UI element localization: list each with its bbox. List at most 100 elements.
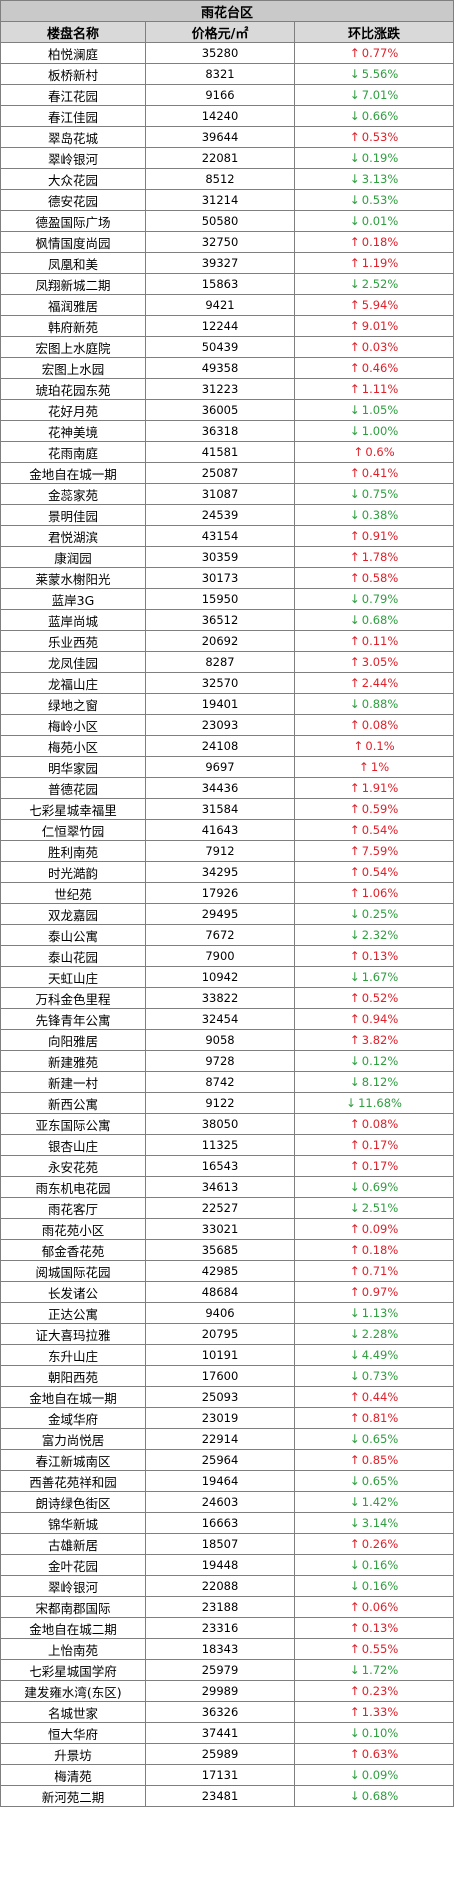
arrow-up-icon: ↑ xyxy=(349,718,360,732)
price-change-value: 0.94% xyxy=(361,1012,399,1026)
table-row: 仁恒翠竹园 41643 ↑ 0.54% xyxy=(0,819,454,841)
table-row: 证大喜玛拉雅 20795 ↓ 2.28% xyxy=(0,1323,454,1345)
price-change: ↓ 0.68% xyxy=(293,1785,454,1807)
price-change-value: 0.69% xyxy=(361,1180,399,1194)
table-row: 蓝岸3G 15950 ↓ 0.79% xyxy=(0,588,454,610)
table-row: 宏图上水园 49358 ↑ 0.46% xyxy=(0,357,454,379)
estate-price: 29495 xyxy=(145,903,295,925)
price-change: ↓ 8.12% xyxy=(293,1071,454,1093)
estate-price: 33021 xyxy=(145,1218,295,1240)
price-change-value: 0.12% xyxy=(361,1054,399,1068)
estate-price: 36005 xyxy=(145,399,295,421)
estate-name: 金地自在城二期 xyxy=(0,1617,146,1639)
estate-price: 25087 xyxy=(145,462,295,484)
estate-price: 8512 xyxy=(145,168,295,190)
table-row: 先锋青年公寓 32454 ↑ 0.94% xyxy=(0,1008,454,1030)
estate-name: 升景坊 xyxy=(0,1743,146,1765)
estate-name: 建发雍水湾(东区) xyxy=(0,1680,146,1702)
estate-price: 9728 xyxy=(145,1050,295,1072)
estate-name: 富力尚悦居 xyxy=(0,1428,146,1450)
price-change-value: 0.53% xyxy=(361,130,399,144)
price-change: ↑ 1.11% xyxy=(293,378,454,400)
price-change-value: 1.67% xyxy=(361,970,399,984)
estate-name: 名城世家 xyxy=(0,1701,146,1723)
table-row: 君悦湖滨 43154 ↑ 0.91% xyxy=(0,525,454,547)
estate-price: 23093 xyxy=(145,714,295,736)
arrow-down-icon: ↓ xyxy=(349,172,360,186)
price-change: ↓ 2.32% xyxy=(293,924,454,946)
arrow-down-icon: ↓ xyxy=(349,88,360,102)
estate-price: 7672 xyxy=(145,924,295,946)
price-table: 雨花台区 楼盘名称 价格元/㎡ 环比涨跌 柏悦澜庭 35280 ↑ 0.77% 板桥新村… xyxy=(0,0,454,1807)
table-row: 明华家园 9697 ↑ 1% xyxy=(0,756,454,778)
table-row: 阅城国际花园 42985 ↑ 0.71% xyxy=(0,1260,454,1282)
estate-name: 花神美境 xyxy=(0,420,146,442)
district-title: 雨花台区 xyxy=(0,0,454,22)
estate-name: 西善花苑祥和园 xyxy=(0,1470,146,1492)
table-row: 凤翔新城二期 15863 ↓ 2.52% xyxy=(0,273,454,295)
estate-price: 14240 xyxy=(145,105,295,127)
price-change: ↓ 4.49% xyxy=(293,1344,454,1366)
arrow-up-icon: ↑ xyxy=(349,340,360,354)
price-change-value: 0.16% xyxy=(361,1558,399,1572)
estate-price: 31214 xyxy=(145,189,295,211)
arrow-down-icon: ↓ xyxy=(349,1663,360,1677)
arrow-down-icon: ↓ xyxy=(349,109,360,123)
price-change-value: 0.44% xyxy=(361,1390,399,1404)
price-change: ↓ 1.00% xyxy=(293,420,454,442)
arrow-down-icon: ↓ xyxy=(349,1474,360,1488)
price-change-value: 0.73% xyxy=(361,1369,399,1383)
price-change-value: 0.66% xyxy=(361,109,399,123)
table-row: 翠岭银河 22081 ↓ 0.19% xyxy=(0,147,454,169)
estate-price: 23481 xyxy=(145,1785,295,1807)
price-change: ↑ 3.82% xyxy=(293,1029,454,1051)
arrow-up-icon: ↑ xyxy=(349,529,360,543)
estate-price: 9697 xyxy=(145,756,295,778)
price-change: ↑ 0.18% xyxy=(293,1239,454,1261)
table-row: 泰山花园 7900 ↑ 0.13% xyxy=(0,945,454,967)
price-change-value: 0.52% xyxy=(361,991,399,1005)
arrow-down-icon: ↓ xyxy=(349,1348,360,1362)
arrow-up-icon: ↑ xyxy=(349,1117,360,1131)
price-change-value: 3.14% xyxy=(361,1516,399,1530)
price-change: ↓ 1.13% xyxy=(293,1302,454,1324)
price-change: ↑ 1.78% xyxy=(293,546,454,568)
arrow-down-icon: ↓ xyxy=(349,193,360,207)
arrow-down-icon: ↓ xyxy=(349,1789,360,1803)
price-change: ↑ 0.26% xyxy=(293,1533,454,1555)
price-change-value: 0.65% xyxy=(361,1474,399,1488)
estate-price: 20692 xyxy=(145,630,295,652)
estate-price: 35280 xyxy=(145,42,295,64)
estate-price: 7900 xyxy=(145,945,295,967)
estate-name: 正达公寓 xyxy=(0,1302,146,1324)
table-row: 新河苑二期 23481 ↓ 0.68% xyxy=(0,1785,454,1807)
price-change: ↑ 0.13% xyxy=(293,1617,454,1639)
price-change: ↑ 0.13% xyxy=(293,945,454,967)
price-change: ↑ 9.01% xyxy=(293,315,454,337)
arrow-up-icon: ↑ xyxy=(349,1600,360,1614)
estate-name: 琥珀花园东苑 xyxy=(0,378,146,400)
estate-name: 永安花苑 xyxy=(0,1155,146,1177)
price-change-value: 0.18% xyxy=(361,1243,399,1257)
table-row: 金地自在城一期 25093 ↑ 0.44% xyxy=(0,1386,454,1408)
estate-price: 18507 xyxy=(145,1533,295,1555)
arrow-up-icon: ↑ xyxy=(353,445,364,459)
estate-name: 春江花园 xyxy=(0,84,146,106)
arrow-up-icon: ↑ xyxy=(349,1222,360,1236)
table-row: 金地自在城一期 25087 ↑ 0.41% xyxy=(0,462,454,484)
price-change: ↑ 3.05% xyxy=(293,651,454,673)
estate-name: 天虹山庄 xyxy=(0,966,146,988)
price-change: ↓ 11.68% xyxy=(293,1092,454,1114)
table-row: 世纪苑 17926 ↑ 1.06% xyxy=(0,882,454,904)
arrow-down-icon: ↓ xyxy=(349,487,360,501)
table-row: 万科金色里程 33822 ↑ 0.52% xyxy=(0,987,454,1009)
price-change: ↓ 1.05% xyxy=(293,399,454,421)
price-change-value: 0.11% xyxy=(361,634,399,648)
price-change-value: 11.68% xyxy=(358,1096,402,1110)
price-change-value: 2.51% xyxy=(361,1201,399,1215)
price-change-value: 0.17% xyxy=(361,1138,399,1152)
price-change: ↑ 0.1% xyxy=(293,735,454,757)
price-change-value: 1.91% xyxy=(361,781,399,795)
arrow-up-icon: ↑ xyxy=(349,991,360,1005)
estate-price: 38050 xyxy=(145,1113,295,1135)
